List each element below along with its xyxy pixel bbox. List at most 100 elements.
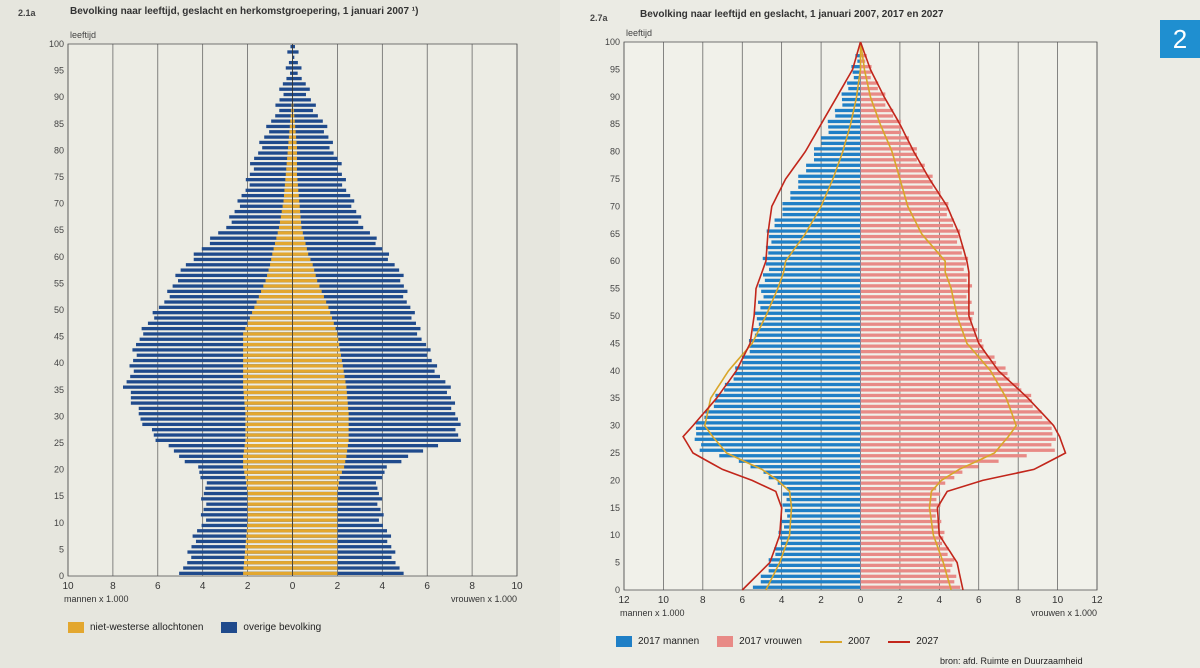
bar-overige-mannen xyxy=(253,167,293,171)
bar-overige-vrouwen xyxy=(292,348,431,352)
bar-2017-vrouwen xyxy=(860,366,1006,370)
bar-allochtonen-mannen xyxy=(282,204,293,208)
bar-2017-vrouwen xyxy=(860,245,964,250)
x-axis-label-men: mannen x 1.000 xyxy=(620,608,685,618)
bar-overige-mannen xyxy=(126,380,293,384)
bar-allochtonen-mannen xyxy=(243,459,293,464)
bar-allochtonen-mannen xyxy=(245,412,293,416)
bar-2017-mannen xyxy=(749,344,861,348)
bar-2017-vrouwen xyxy=(860,273,970,277)
y-tick-label: 100 xyxy=(605,37,620,47)
x-tick-label: 4 xyxy=(937,595,943,606)
bar-allochtonen-mannen xyxy=(285,172,293,176)
bar-2017-vrouwen xyxy=(860,388,1022,392)
bar-2017-vrouwen xyxy=(860,426,1052,430)
bar-overige-mannen xyxy=(234,209,293,214)
bar-2017-mannen xyxy=(768,563,861,567)
bar-2017-mannen xyxy=(771,240,861,244)
bar-allochtonen-vrouwen xyxy=(292,545,338,549)
bar-overige-mannen xyxy=(282,82,293,86)
bar-allochtonen-mannen xyxy=(243,353,293,357)
bar-overige-mannen xyxy=(279,98,293,102)
bar-allochtonen-mannen xyxy=(244,550,293,554)
bar-allochtonen-mannen xyxy=(263,284,293,288)
bar-2017-vrouwen xyxy=(860,486,937,491)
bar-allochtonen-vrouwen xyxy=(292,225,302,230)
bar-2017-vrouwen xyxy=(860,437,1056,441)
bar-2017-vrouwen xyxy=(860,371,1008,376)
bar-overige-vrouwen xyxy=(292,50,299,54)
bar-overige-mannen xyxy=(191,545,293,549)
bar-allochtonen-mannen xyxy=(245,428,293,432)
bar-2017-mannen xyxy=(828,125,861,129)
bar-2017-vrouwen xyxy=(860,465,979,469)
bar-allochtonen-mannen xyxy=(247,523,293,528)
bar-overige-vrouwen xyxy=(292,178,346,182)
figure-number: 2.1a xyxy=(18,8,36,18)
bar-overige-mannen xyxy=(142,422,293,427)
legend-item: 2017 vrouwen xyxy=(717,636,802,647)
bar-allochtonen-mannen xyxy=(289,124,293,129)
bar-2017-vrouwen xyxy=(860,54,867,58)
bar-overige-vrouwen xyxy=(292,236,377,240)
bar-allochtonen-mannen xyxy=(245,417,293,421)
bar-2017-vrouwen xyxy=(860,574,957,578)
bar-overige-vrouwen xyxy=(292,321,416,325)
bar-allochtonen-vrouwen xyxy=(292,289,322,294)
bar-overige-vrouwen xyxy=(292,459,402,464)
bar-overige-vrouwen xyxy=(292,428,456,432)
bar-overige-mannen xyxy=(184,459,293,464)
bar-allochtonen-mannen xyxy=(245,545,293,549)
bar-allochtonen-vrouwen xyxy=(292,236,305,240)
bar-allochtonen-mannen xyxy=(287,151,293,155)
bar-2017-mannen xyxy=(787,514,861,518)
bar-2017-mannen xyxy=(841,92,861,96)
x-tick-label: 6 xyxy=(424,581,430,592)
bar-overige-mannen xyxy=(226,225,293,230)
legend: niet-westerse allochtonen overige bevolk… xyxy=(68,622,339,633)
y-tick-label: 70 xyxy=(610,201,620,211)
bar-2017-mannen xyxy=(784,525,861,529)
bar-allochtonen-vrouwen xyxy=(292,199,300,203)
bar-allochtonen-vrouwen xyxy=(292,135,297,139)
bar-allochtonen-mannen xyxy=(261,289,293,294)
bar-2017-mannen xyxy=(701,443,861,447)
bar-overige-vrouwen xyxy=(292,529,388,533)
bar-allochtonen-vrouwen xyxy=(292,151,297,155)
bar-overige-mannen xyxy=(173,449,293,453)
bar-allochtonen-mannen xyxy=(286,167,293,171)
bar-overige-vrouwen xyxy=(292,279,401,283)
bar-2017-mannen xyxy=(786,497,861,502)
bar-allochtonen-vrouwen xyxy=(292,183,298,187)
bar-allochtonen-mannen xyxy=(244,444,293,448)
bar-overige-mannen xyxy=(290,71,293,75)
bar-2017-vrouwen xyxy=(860,202,949,206)
bar-2017-vrouwen xyxy=(860,108,894,113)
x-tick-label: 2 xyxy=(335,581,341,592)
bar-allochtonen-mannen xyxy=(274,241,293,246)
bar-2017-vrouwen xyxy=(860,311,975,315)
bar-2017-vrouwen xyxy=(860,421,1051,425)
bar-overige-mannen xyxy=(201,247,293,251)
bar-allochtonen-mannen xyxy=(284,188,293,192)
population-pyramid-2007-herkomst: 10 8 6 4 2 0 2 4 6 8 10051015202530354045505560657… xyxy=(49,30,523,604)
bar-2017-vrouwen xyxy=(860,65,872,69)
bar-allochtonen-vrouwen xyxy=(292,311,331,315)
y-tick-label: 90 xyxy=(54,92,64,102)
bar-2017-mannen xyxy=(857,59,861,63)
bar-overige-vrouwen xyxy=(292,60,298,65)
bar-overige-mannen xyxy=(249,172,293,176)
bar-allochtonen-vrouwen xyxy=(292,119,295,123)
bar-allochtonen-vrouwen xyxy=(292,114,295,118)
bar-allochtonen-mannen xyxy=(277,231,293,235)
bar-overige-mannen xyxy=(197,529,293,533)
bar-2017-vrouwen xyxy=(860,130,902,135)
bar-2017-mannen xyxy=(738,459,861,463)
bar-2017-vrouwen xyxy=(860,459,999,463)
x-tick-label: 10 xyxy=(62,581,74,592)
bar-allochtonen-mannen xyxy=(288,135,293,139)
bar-allochtonen-mannen xyxy=(280,215,293,219)
line-2007-mannen xyxy=(703,42,862,591)
bar-allochtonen-mannen xyxy=(246,529,293,533)
bar-overige-mannen xyxy=(192,534,293,538)
